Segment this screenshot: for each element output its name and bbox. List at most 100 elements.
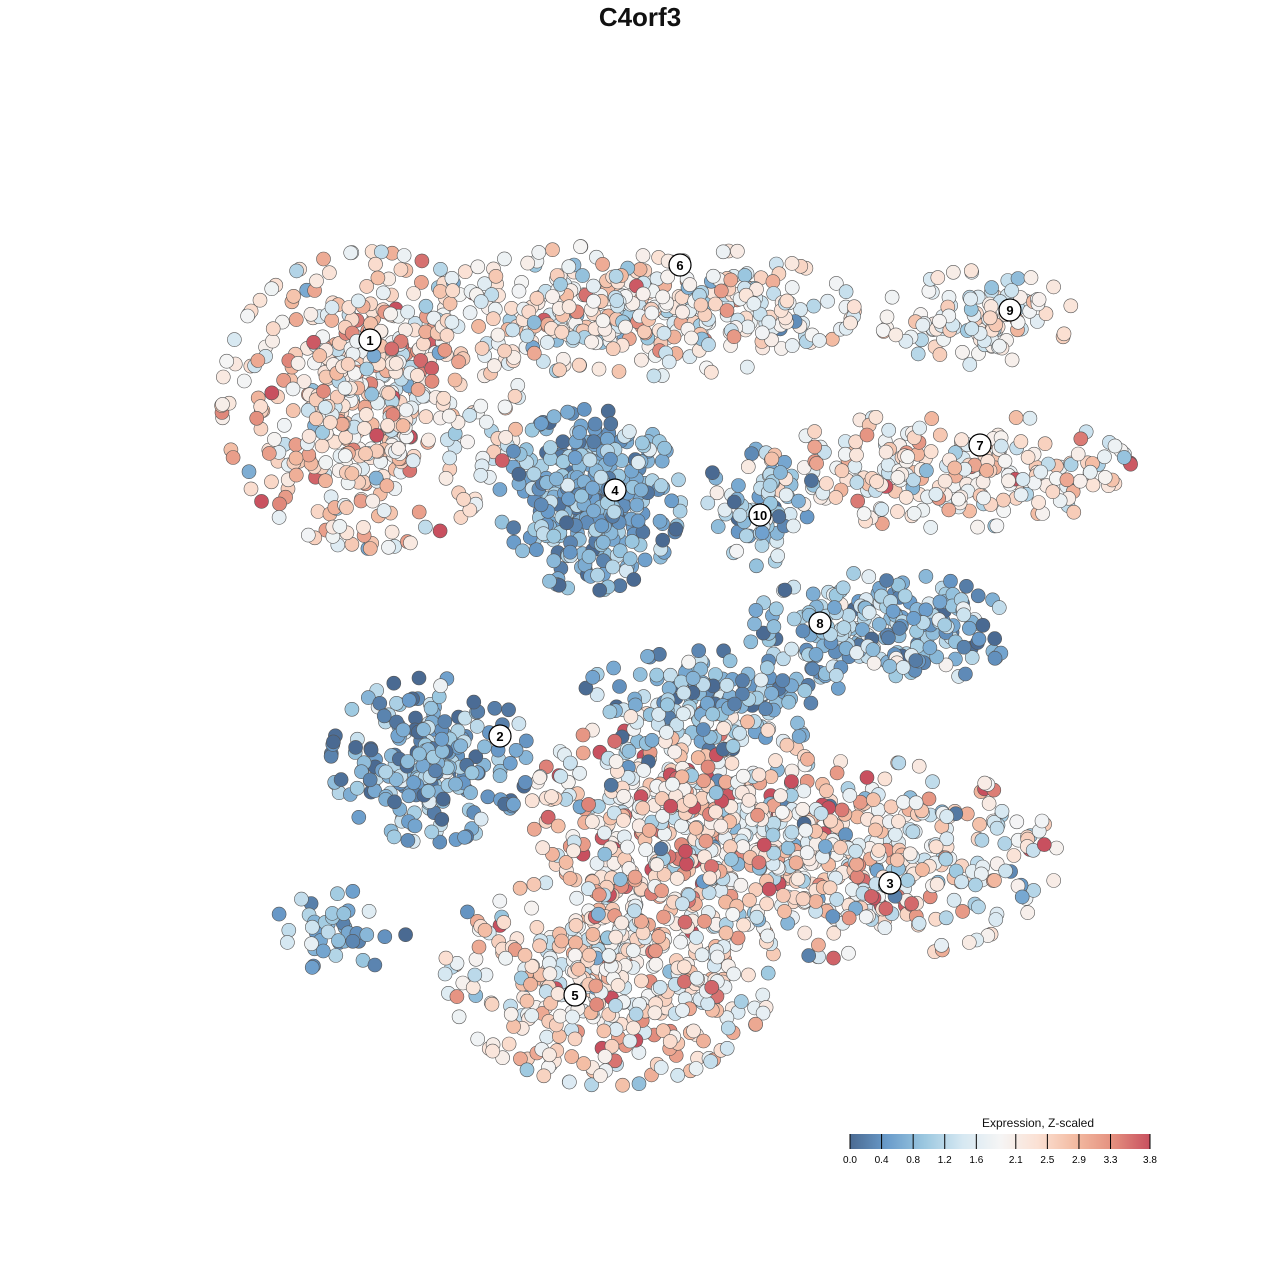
data-point <box>660 697 675 713</box>
data-point <box>533 416 549 431</box>
data-point <box>677 914 693 930</box>
data-point <box>974 832 990 848</box>
data-point <box>808 647 824 662</box>
data-point <box>864 889 879 904</box>
data-point <box>416 722 431 737</box>
data-point <box>512 880 528 896</box>
data-point <box>720 1020 736 1036</box>
data-point <box>318 473 333 489</box>
data-point <box>601 948 617 963</box>
data-point <box>225 450 241 465</box>
data-point <box>618 319 633 335</box>
data-point <box>372 695 388 711</box>
data-point <box>322 265 337 281</box>
data-point <box>358 407 374 422</box>
data-point <box>653 478 669 493</box>
data-point <box>608 929 624 945</box>
data-point <box>884 289 900 305</box>
data-point <box>633 482 649 498</box>
data-point <box>647 1005 663 1021</box>
colorbar-tick-label: 2.5 <box>1040 1155 1054 1166</box>
data-point <box>655 808 671 824</box>
data-point <box>542 1047 557 1063</box>
data-point <box>241 464 257 480</box>
data-point <box>526 315 542 330</box>
data-point <box>460 434 475 450</box>
data-point <box>646 368 662 384</box>
data-point <box>361 903 377 919</box>
data-point <box>806 298 822 314</box>
data-point <box>594 518 610 534</box>
data-point <box>1116 450 1132 465</box>
data-point <box>526 877 542 892</box>
data-point <box>987 873 1002 888</box>
data-point <box>641 822 657 838</box>
data-point <box>828 668 844 683</box>
data-point <box>358 446 373 461</box>
data-point <box>700 996 716 1011</box>
data-point <box>906 506 922 521</box>
data-point <box>937 473 953 489</box>
data-point <box>250 353 266 368</box>
data-point <box>875 323 891 338</box>
data-point <box>956 639 972 655</box>
data-point <box>866 792 881 808</box>
data-point <box>416 336 431 352</box>
data-point <box>344 701 360 717</box>
data-point <box>648 956 664 972</box>
data-point <box>449 989 465 1004</box>
data-point <box>608 754 624 769</box>
data-point <box>435 791 451 807</box>
data-point <box>981 796 997 811</box>
cluster-label-marker <box>603 478 627 502</box>
data-point <box>766 845 782 861</box>
data-point <box>492 482 508 497</box>
cluster-label: 10 <box>753 508 767 523</box>
data-point <box>784 280 800 295</box>
colorbar-tick-label: 0.8 <box>906 1155 920 1166</box>
data-point <box>632 667 648 682</box>
data-point <box>615 1077 630 1093</box>
data-point <box>288 312 304 327</box>
data-point <box>497 399 513 415</box>
data-point <box>1006 848 1022 863</box>
data-point <box>423 700 439 716</box>
data-point <box>656 325 672 341</box>
data-point <box>294 891 309 907</box>
data-point <box>726 329 742 345</box>
data-point <box>640 649 655 664</box>
data-point <box>588 978 604 994</box>
data-point <box>726 966 742 982</box>
data-point <box>308 411 324 427</box>
data-point <box>775 651 791 667</box>
data-point <box>900 449 915 465</box>
data-point <box>998 863 1013 879</box>
data-point <box>717 502 733 518</box>
data-point <box>612 543 628 559</box>
data-point <box>515 543 530 559</box>
data-point <box>480 789 496 805</box>
data-point <box>754 525 770 541</box>
data-point <box>696 1033 711 1049</box>
data-point <box>506 520 521 536</box>
data-point <box>359 927 375 943</box>
data-point <box>582 452 598 468</box>
data-point <box>395 418 411 434</box>
chart-title: C4orf3 <box>598 2 682 32</box>
data-point <box>662 1034 678 1049</box>
data-point <box>504 300 519 316</box>
data-point <box>280 935 295 950</box>
data-point <box>627 869 643 885</box>
data-point <box>597 825 612 841</box>
data-point <box>676 706 691 722</box>
data-point <box>591 906 606 922</box>
data-point <box>474 341 490 356</box>
data-point <box>631 1076 647 1091</box>
data-point <box>655 1023 671 1038</box>
data-point <box>562 755 578 771</box>
data-point <box>401 788 417 804</box>
data-point <box>290 355 306 371</box>
data-point <box>575 745 591 761</box>
data-point <box>993 438 1009 454</box>
data-point <box>689 930 704 945</box>
